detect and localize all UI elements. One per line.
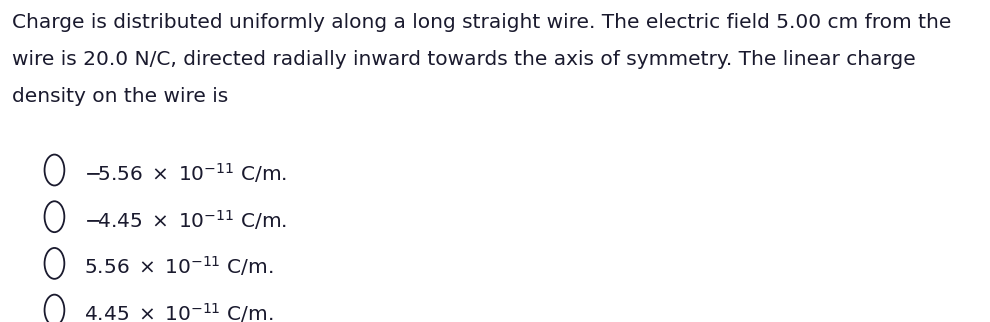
- Text: Charge is distributed uniformly along a long straight wire. The electric field 5: Charge is distributed uniformly along a …: [12, 13, 951, 32]
- Text: wire is 20.0 N/C, directed radially inward towards the axis of symmetry. The lin: wire is 20.0 N/C, directed radially inwa…: [12, 50, 916, 69]
- Text: $-\!4.45\;\times\;10^{-11}$ C/m.: $-\!4.45\;\times\;10^{-11}$ C/m.: [84, 208, 287, 232]
- Text: $5.56\;\times\;10^{-11}$ C/m.: $5.56\;\times\;10^{-11}$ C/m.: [84, 254, 273, 278]
- Text: density on the wire is: density on the wire is: [12, 87, 228, 106]
- Text: $-\!5.56\;\times\;10^{-11}$ C/m.: $-\!5.56\;\times\;10^{-11}$ C/m.: [84, 161, 287, 185]
- Text: $4.45\;\times\;10^{-11}$ C/m.: $4.45\;\times\;10^{-11}$ C/m.: [84, 301, 273, 322]
